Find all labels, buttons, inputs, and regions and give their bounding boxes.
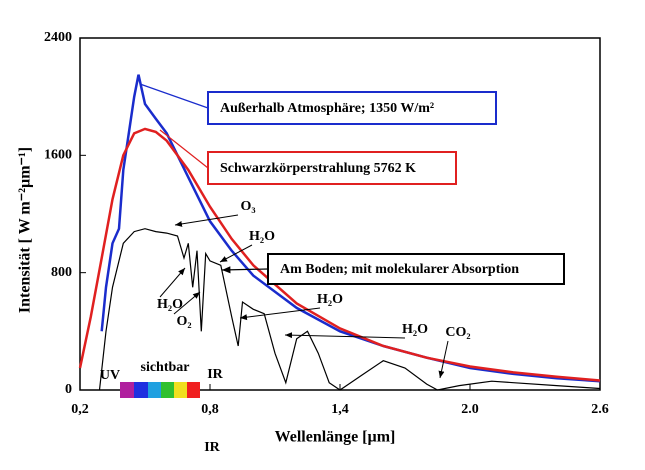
y-tick-label: 2400 xyxy=(44,30,72,45)
annotation: sichtbar xyxy=(141,360,190,375)
x-tick-label: 2.0 xyxy=(461,402,479,417)
legend-label: Am Boden; mit molekularer Absorption xyxy=(280,262,519,277)
annotation: H₂O xyxy=(317,292,343,307)
annotation-arrow xyxy=(159,267,186,298)
legend-box xyxy=(207,151,457,185)
series-line xyxy=(98,228,601,391)
x-tick-label: 2.6 xyxy=(591,402,609,417)
annotation: O₂ xyxy=(176,314,191,329)
annotation: H₂O xyxy=(402,322,428,337)
annotation: CO₂ xyxy=(445,325,470,340)
x-axis-label: Wellenlänge [µm] xyxy=(275,429,396,446)
legend-pointer xyxy=(139,83,209,109)
legend-box xyxy=(207,91,497,125)
annotation: UV xyxy=(100,368,120,383)
annotation: H₂O xyxy=(157,297,183,312)
x-tick-label: 0,8 xyxy=(201,402,219,417)
legend-label: Außerhalb Atmosphäre; 1350 W/m² xyxy=(220,101,434,116)
y-axis-label: Intensität [ W m⁻²µm⁻¹] xyxy=(17,147,34,313)
y-tick-label: 1600 xyxy=(44,148,72,163)
annotation-arrow xyxy=(173,291,201,315)
annotation-arrow xyxy=(438,340,449,379)
legend-label: Schwarzkörperstrahlung 5762 K xyxy=(220,161,416,176)
legend-pointer xyxy=(159,129,209,169)
spectrum-bar xyxy=(120,382,200,398)
annotation-arrow xyxy=(239,307,321,321)
annotation-arrow xyxy=(174,214,239,227)
series-line xyxy=(78,127,601,382)
y-tick-label: 800 xyxy=(51,265,72,280)
legend-box xyxy=(267,253,565,285)
annotation: H₂O xyxy=(249,229,275,244)
annotation: IR xyxy=(207,367,223,382)
annotation-arrow xyxy=(219,244,253,263)
annotation: IR xyxy=(204,440,220,455)
y-tick-label: 0 xyxy=(65,382,72,397)
legend-pointer xyxy=(221,266,269,274)
annotation: O₃ xyxy=(240,199,255,214)
x-tick-label: 0,2 xyxy=(71,402,89,417)
x-tick-label: 1,4 xyxy=(331,402,349,417)
annotation-arrow xyxy=(284,332,406,339)
